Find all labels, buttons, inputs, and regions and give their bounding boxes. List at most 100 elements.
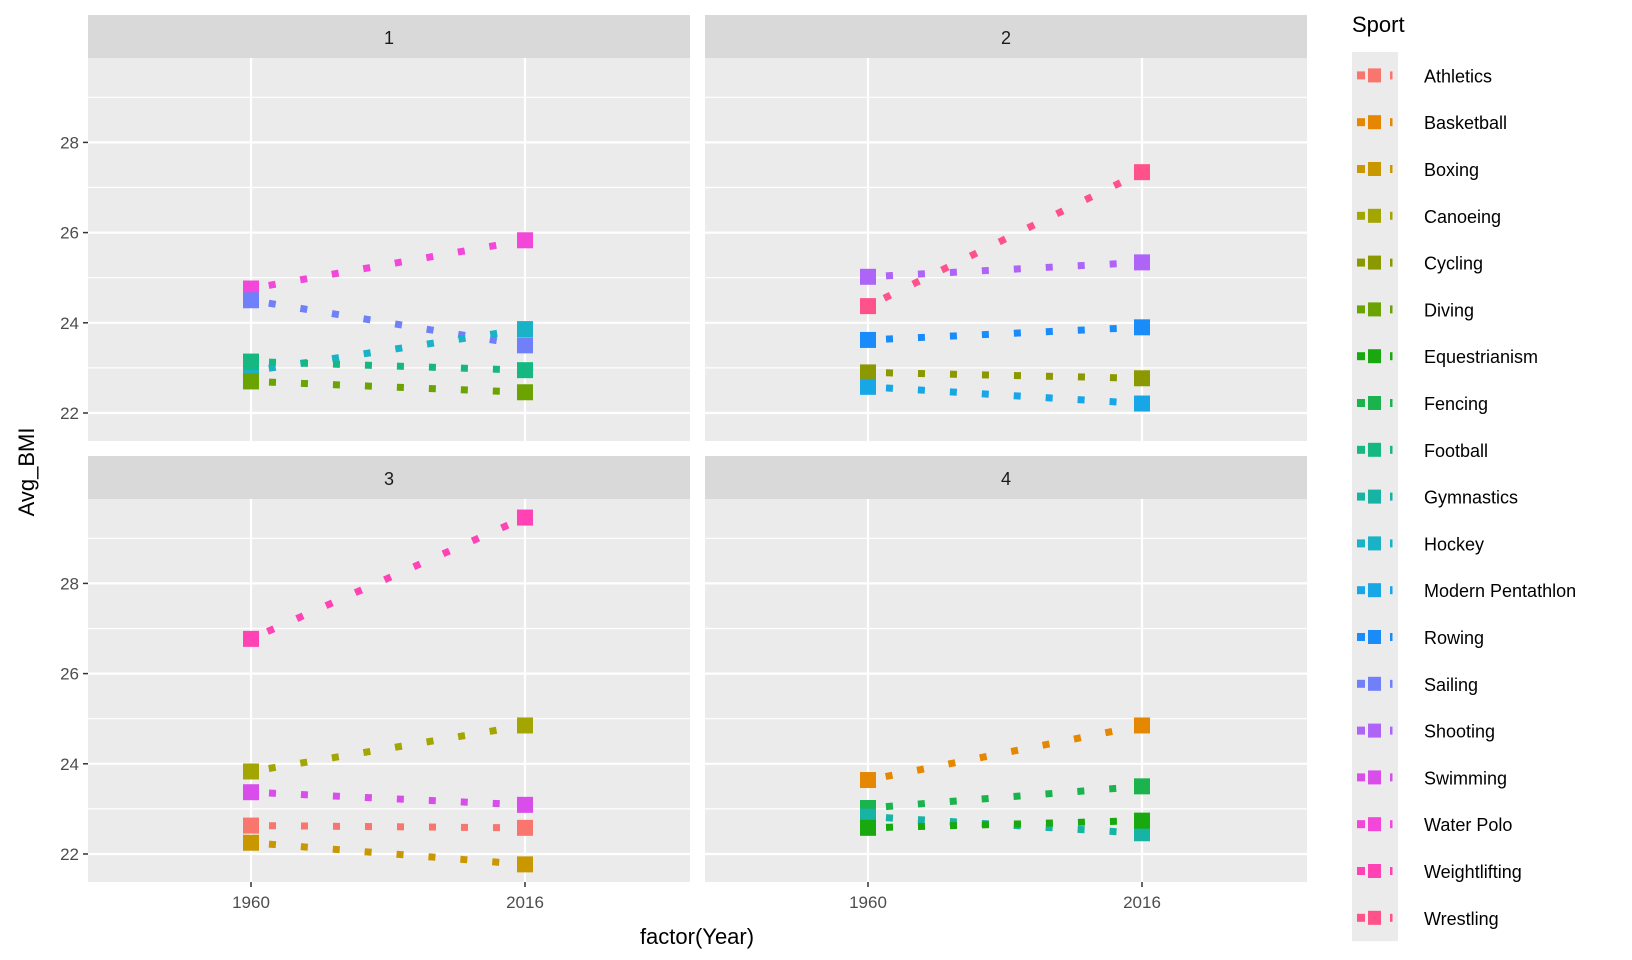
legend-item: Water Polo bbox=[1357, 815, 1512, 835]
legend-label: Water Polo bbox=[1424, 815, 1512, 835]
legend-label: Wrestling bbox=[1424, 909, 1499, 929]
data-point bbox=[1134, 164, 1150, 181]
data-point bbox=[243, 630, 259, 647]
panel-3: 3 bbox=[88, 456, 690, 882]
legend-key-point bbox=[1368, 817, 1381, 832]
legend-item: Sailing bbox=[1357, 675, 1478, 695]
series-line bbox=[866, 169, 1144, 310]
legend-label: Rowing bbox=[1424, 628, 1484, 648]
series-cycling bbox=[860, 364, 1150, 387]
legend-key-dash bbox=[1357, 258, 1365, 267]
data-point bbox=[517, 819, 533, 836]
panel-2: 2 bbox=[705, 15, 1307, 441]
legend-key-point bbox=[1368, 349, 1381, 364]
panel-4: 4 bbox=[705, 456, 1307, 882]
data-point bbox=[243, 373, 259, 390]
data-point bbox=[517, 856, 533, 873]
panel-background bbox=[88, 58, 690, 441]
y-tick-label: 22 bbox=[60, 845, 79, 864]
y-axis-title: Avg_BMI bbox=[14, 428, 39, 517]
legend-item: Rowing bbox=[1357, 628, 1484, 648]
legend-key-point bbox=[1368, 208, 1381, 223]
series-football bbox=[243, 353, 533, 379]
legend-title: Sport bbox=[1352, 12, 1405, 37]
series-equestrianism bbox=[860, 812, 1150, 836]
y-tick-label: 28 bbox=[60, 574, 79, 593]
panel-background bbox=[88, 499, 690, 882]
legend-key-dash bbox=[1357, 539, 1365, 548]
legend-key-dash bbox=[1357, 211, 1365, 220]
legend-key-dash bbox=[1390, 773, 1393, 782]
data-point bbox=[860, 364, 876, 381]
legend-key-dash bbox=[1357, 820, 1365, 829]
legend-item: Cycling bbox=[1357, 254, 1483, 274]
legend-key-dash bbox=[1357, 305, 1365, 314]
legend-key-dash bbox=[1390, 165, 1393, 173]
data-point bbox=[517, 321, 533, 338]
series-shooting bbox=[860, 254, 1150, 285]
legend-key-point bbox=[1368, 255, 1381, 270]
legend-item: Equestrianism bbox=[1357, 347, 1538, 367]
legend-key-point bbox=[1368, 115, 1381, 130]
series-modern-pentathlon bbox=[860, 378, 1150, 412]
legend-key-dash bbox=[1390, 679, 1393, 688]
facet-strip-label: 4 bbox=[1001, 469, 1011, 489]
legend-key-dash bbox=[1357, 445, 1365, 454]
data-point bbox=[517, 337, 533, 354]
data-point bbox=[1134, 319, 1150, 336]
series-swimming bbox=[243, 784, 533, 813]
facet-strip-label: 1 bbox=[384, 28, 394, 48]
data-point bbox=[1134, 778, 1150, 795]
facet-strip bbox=[705, 15, 1307, 58]
legend-key-dash bbox=[1390, 118, 1393, 127]
data-point bbox=[517, 509, 533, 526]
data-point bbox=[860, 298, 876, 315]
x-tick-label: 1960 bbox=[232, 893, 270, 912]
legend-item: Athletics bbox=[1357, 66, 1492, 86]
legend-key-point bbox=[1368, 770, 1381, 785]
legend-key-dash bbox=[1357, 586, 1365, 595]
legend-item: Swimming bbox=[1357, 768, 1507, 788]
legend-key-dash bbox=[1357, 633, 1365, 641]
y-tick-label: 24 bbox=[60, 755, 79, 774]
series-athletics bbox=[243, 817, 533, 836]
data-point bbox=[517, 232, 533, 249]
legend-key-point bbox=[1368, 536, 1381, 551]
series-boxing bbox=[243, 834, 533, 873]
data-point bbox=[860, 772, 876, 789]
legend-key-point bbox=[1368, 864, 1381, 878]
legend-key-dash bbox=[1357, 492, 1365, 501]
data-point bbox=[1134, 812, 1150, 829]
legend-key-dash bbox=[1390, 820, 1393, 829]
data-point bbox=[517, 717, 533, 734]
legend-item: Gymnastics bbox=[1357, 488, 1518, 508]
data-point bbox=[860, 268, 876, 285]
facet-strip bbox=[705, 456, 1307, 499]
legend-key-point bbox=[1368, 396, 1381, 410]
x-tick-label: 2016 bbox=[506, 893, 544, 912]
data-point bbox=[1134, 370, 1150, 387]
legend-label: Shooting bbox=[1424, 722, 1495, 742]
legend-item: Basketball bbox=[1357, 113, 1507, 133]
legend-key-dash bbox=[1357, 726, 1365, 735]
series-canoeing bbox=[243, 717, 533, 780]
legend-key-point bbox=[1368, 68, 1381, 83]
series-rowing bbox=[860, 319, 1150, 348]
legend-key-dash bbox=[1390, 867, 1393, 875]
x-axis-title: factor(Year) bbox=[640, 924, 754, 949]
legend-key-dash bbox=[1390, 399, 1393, 407]
facet-strip-label: 3 bbox=[384, 469, 394, 489]
legend-key-point bbox=[1368, 676, 1381, 691]
legend-item: Canoeing bbox=[1357, 207, 1501, 227]
data-point bbox=[860, 378, 876, 395]
legend-key-dash bbox=[1357, 867, 1365, 875]
series-diving bbox=[243, 373, 533, 401]
legend-item: Hockey bbox=[1357, 534, 1484, 554]
legend-key-dash bbox=[1390, 633, 1393, 641]
data-point bbox=[243, 784, 259, 801]
legend-key-dash bbox=[1390, 913, 1393, 922]
x-tick-label: 2016 bbox=[1123, 893, 1161, 912]
legend-key-dash bbox=[1390, 258, 1393, 267]
legend-key-point bbox=[1368, 723, 1381, 738]
